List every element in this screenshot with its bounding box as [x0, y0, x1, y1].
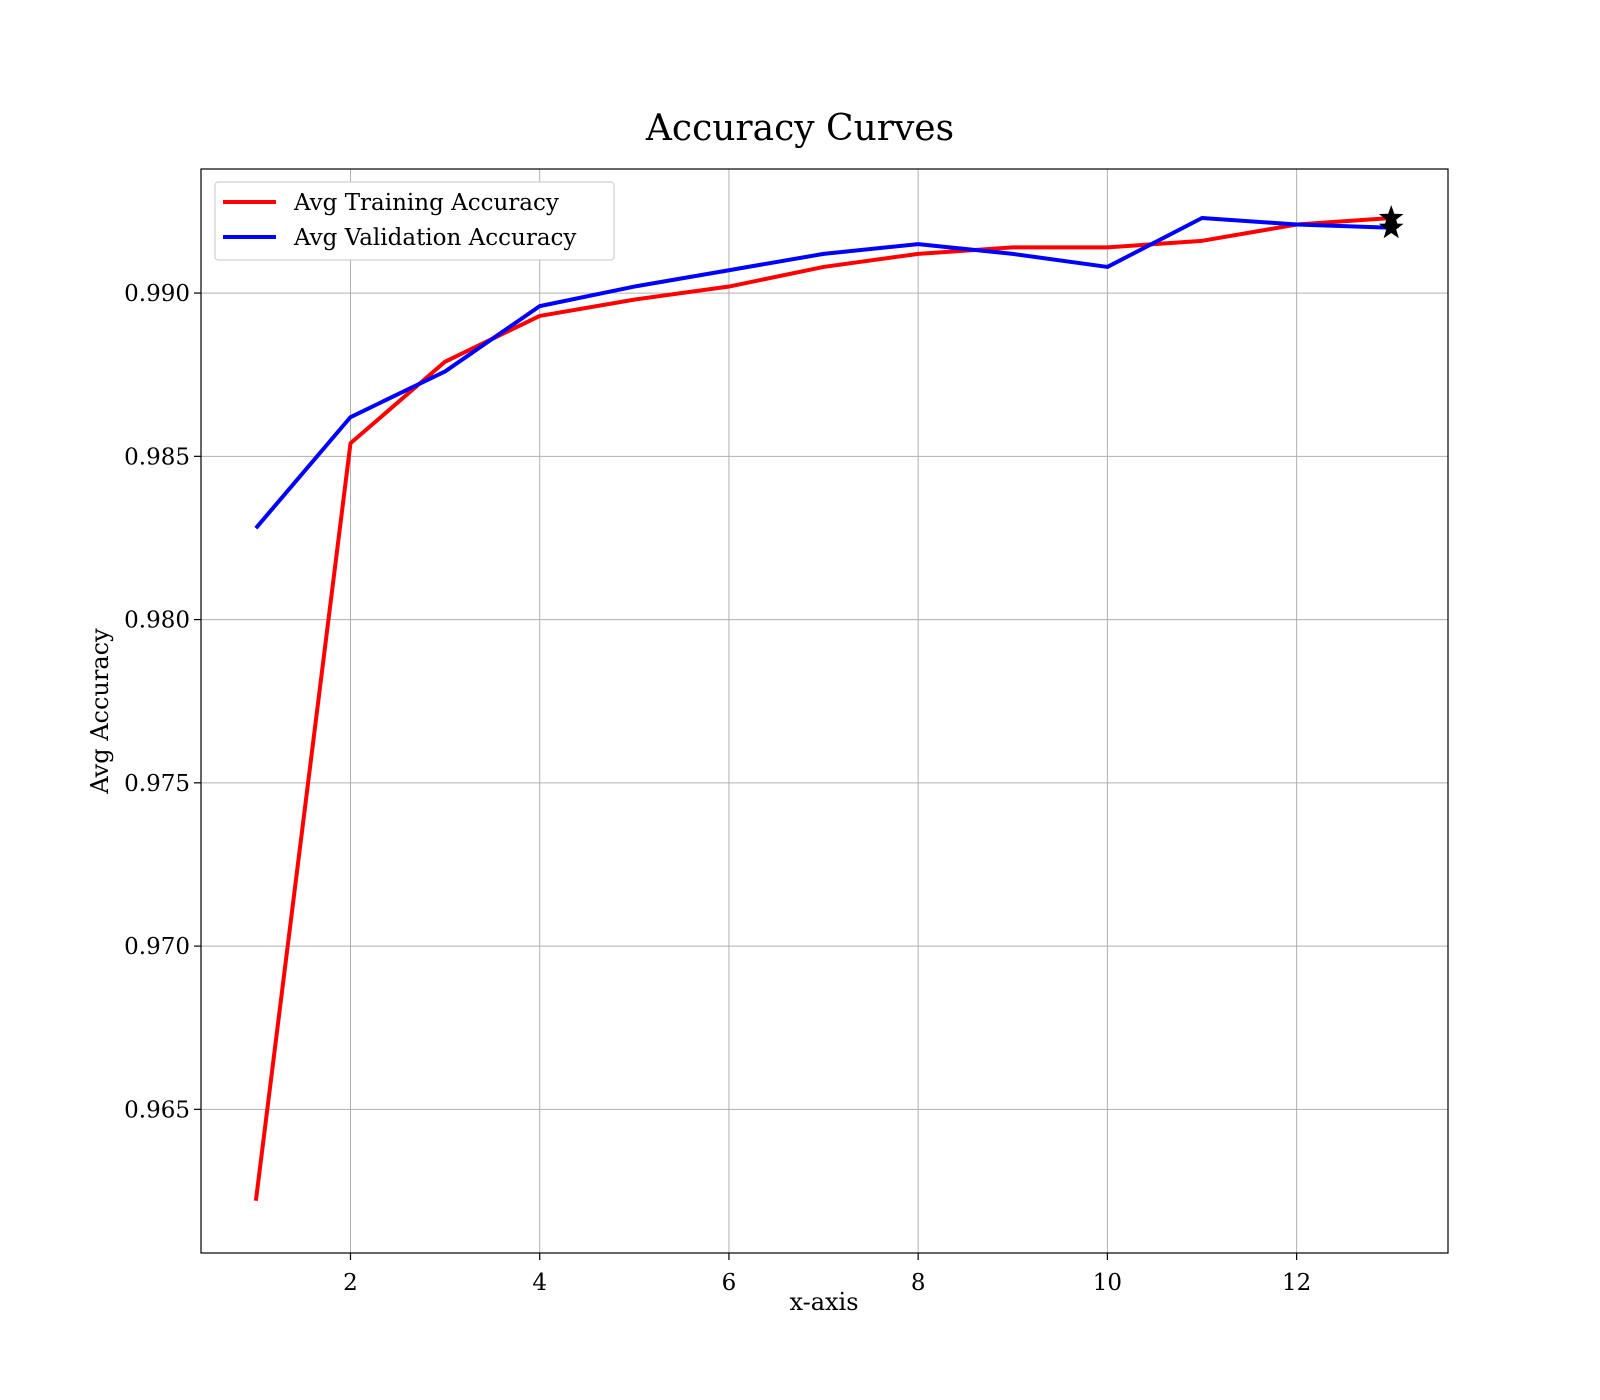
- chart-title: Accuracy Curves: [645, 108, 954, 149]
- y-tick-label: 0.965: [124, 1097, 190, 1123]
- legend-label: Avg Training Accuracy: [293, 190, 559, 216]
- x-tick-label: 10: [1093, 1270, 1122, 1296]
- plot-area-frame: [200, 168, 1449, 1254]
- end-markers: [1378, 204, 1404, 239]
- x-axis-ticks: 2 4 6 8 10 12: [343, 1253, 1311, 1296]
- y-tick-label: 0.975: [124, 771, 190, 797]
- x-axis-label: x-axis: [789, 1288, 858, 1316]
- y-axis-ticks: 0.965 0.970 0.975 0.980 0.985 0.990: [124, 281, 201, 1123]
- y-tick-label: 0.985: [124, 444, 190, 470]
- end-marker-star-validation: [1378, 214, 1404, 239]
- y-tick-label: 0.970: [124, 934, 190, 960]
- series-line-validation: [254, 215, 1392, 530]
- x-gridlines: [349, 169, 1298, 1253]
- y-tick-label: 0.980: [124, 608, 190, 634]
- series-layer: [253, 215, 1392, 1202]
- legend-label: Avg Validation Accuracy: [293, 225, 576, 251]
- x-tick-label: 4: [532, 1270, 547, 1296]
- x-tick-label: 12: [1282, 1270, 1311, 1296]
- y-axis-label: Avg Accuracy: [86, 628, 114, 795]
- y-tick-label: 0.990: [124, 281, 190, 307]
- legend-box: [214, 181, 615, 261]
- legend: Avg Training Accuracy Avg Validation Accu…: [214, 181, 615, 261]
- x-tick-label: 8: [911, 1270, 926, 1296]
- x-tick-label: 6: [722, 1270, 737, 1296]
- y-gridlines: [201, 292, 1448, 1110]
- x-tick-label: 2: [343, 1270, 358, 1296]
- series-line-training: [253, 215, 1392, 1202]
